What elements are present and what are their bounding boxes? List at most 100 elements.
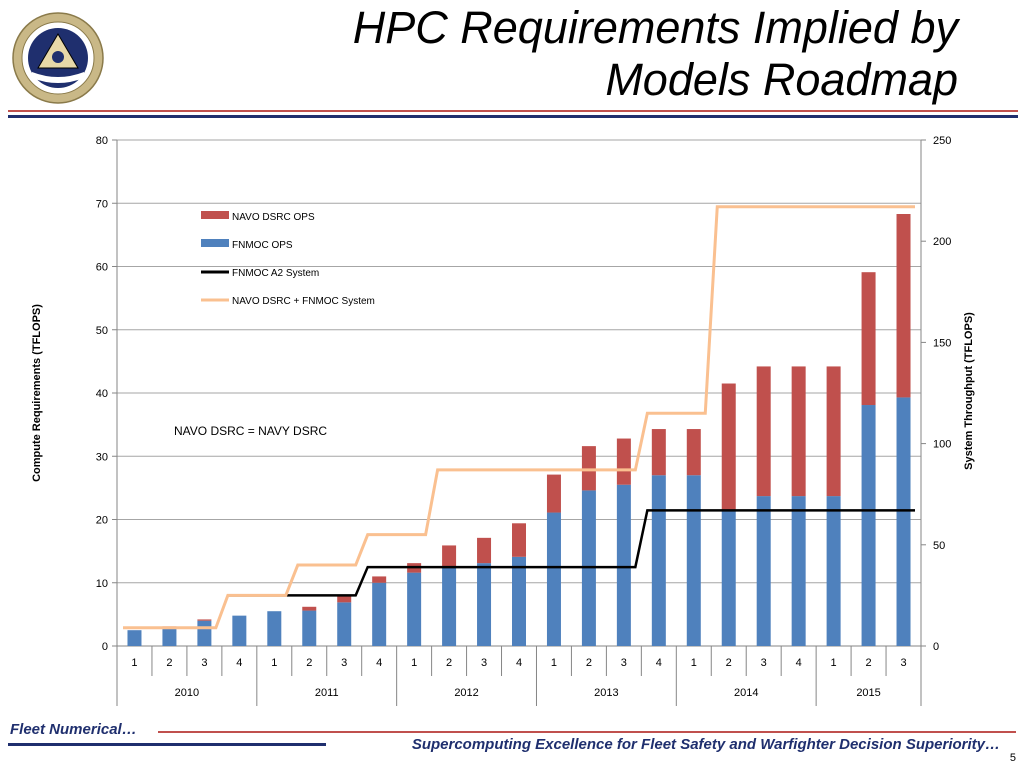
- x-tick-label: 1: [551, 657, 557, 669]
- line-navo-dsrc-fnmoc-system: [123, 205, 915, 630]
- x-tick-label: 1: [411, 657, 417, 669]
- bar-navo-dsrc-ops: [442, 545, 457, 568]
- bar-navo-dsrc-ops: [791, 366, 806, 497]
- legend-navo-dsrc-ops-swatch: [201, 211, 229, 219]
- x-tick-label: 3: [481, 657, 487, 669]
- seal-logo: [12, 12, 104, 104]
- x-tick-label: 2: [586, 657, 592, 669]
- y2-tick-label: 250: [933, 135, 951, 147]
- y2-tick-label: 200: [933, 236, 951, 248]
- y2-tick-label: 0: [933, 641, 939, 653]
- bar-fnmoc-ops: [686, 475, 701, 646]
- legend-fnmoc-ops-swatch: [201, 239, 229, 247]
- x-tick-label: 3: [761, 657, 767, 669]
- y-tick-label: 60: [96, 262, 108, 274]
- x-tick-label: 2: [446, 657, 452, 669]
- y-tick-label: 80: [96, 135, 108, 147]
- x-tick-label: 2: [866, 657, 872, 669]
- x-tick-label: 3: [341, 657, 347, 669]
- bar-fnmoc-ops: [756, 496, 771, 646]
- bar-fnmoc-ops: [512, 556, 526, 646]
- bar-navo-dsrc-ops: [826, 366, 841, 497]
- x-tick-label: 1: [831, 657, 837, 669]
- bar-fnmoc-ops: [721, 510, 736, 646]
- bar-navo-dsrc-ops: [861, 272, 876, 406]
- bar-navo-dsrc-ops: [651, 429, 666, 476]
- x-tick-label: 1: [691, 657, 697, 669]
- y-tick-label: 70: [96, 198, 108, 210]
- bar-navo-dsrc-ops: [302, 606, 317, 611]
- title-line-1: HPC Requirements Implied by: [352, 2, 958, 53]
- y2-tick-label: 150: [933, 337, 951, 349]
- bar-navo-dsrc-ops: [477, 537, 492, 564]
- bar-navo-dsrc-ops: [546, 474, 561, 513]
- y-tick-label: 50: [96, 325, 108, 337]
- legend-navo-dsrc-ops-label: NAVO DSRC OPS: [232, 212, 315, 223]
- bar-fnmoc-ops: [302, 610, 317, 646]
- footer-divider-red: [158, 731, 1016, 733]
- bar-fnmoc-ops: [372, 582, 387, 646]
- y-tick-label: 30: [96, 451, 108, 463]
- x-tick-label: 2: [166, 657, 172, 669]
- line-fnmoc-a2-system: [227, 509, 915, 597]
- year-label: 2012: [454, 687, 478, 699]
- y-tick-label: 0: [102, 641, 108, 653]
- y2-tick-label: 100: [933, 439, 951, 451]
- bar-fnmoc-ops: [337, 602, 352, 646]
- footer-divider-navy: [8, 743, 326, 746]
- bar-navo-dsrc-ops: [721, 383, 736, 511]
- bar-fnmoc-ops: [861, 405, 876, 646]
- x-tick-label: 4: [376, 657, 382, 669]
- x-tick-label: 4: [236, 657, 242, 669]
- y-tick-label: 10: [96, 578, 108, 590]
- bar-fnmoc-ops: [407, 572, 422, 646]
- x-tick-label: 1: [271, 657, 277, 669]
- y-tick-label: 20: [96, 515, 108, 527]
- legend-fnmoc-a2-system-label: FNMOC A2 System: [232, 268, 319, 279]
- year-label: 2015: [856, 687, 880, 699]
- bar-fnmoc-ops: [896, 397, 911, 646]
- title-divider-navy: [8, 115, 1018, 118]
- y-axis-title: Compute Requirements (TFLOPS): [31, 304, 43, 482]
- year-label: 2013: [594, 687, 618, 699]
- bar-navo-dsrc-ops: [337, 596, 352, 603]
- title-divider-red: [8, 110, 1018, 112]
- bar-fnmoc-ops: [826, 496, 841, 646]
- y2-axis-title: System Throughput (TFLOPS): [963, 312, 975, 470]
- bar-fnmoc-ops: [232, 615, 247, 646]
- x-tick-label: 4: [656, 657, 662, 669]
- year-label: 2014: [734, 687, 758, 699]
- slide-title: HPC Requirements Implied by Models Roadm…: [198, 2, 958, 106]
- x-tick-label: 1: [131, 657, 137, 669]
- bar-fnmoc-ops: [791, 496, 806, 646]
- bar-fnmoc-ops: [442, 567, 457, 646]
- bar-fnmoc-ops: [267, 611, 282, 646]
- y-tick-label: 40: [96, 388, 108, 400]
- x-tick-label: 2: [306, 657, 312, 669]
- x-tick-label: 2: [726, 657, 732, 669]
- page-number: 5: [1009, 752, 1016, 764]
- title-line-2: Models Roadmap: [605, 54, 958, 105]
- bar-navo-dsrc-ops: [581, 446, 596, 491]
- bar-fnmoc-ops: [616, 484, 631, 646]
- bar-navo-dsrc-ops: [372, 576, 387, 583]
- footer-org-name: Fleet Numerical…: [10, 721, 137, 738]
- x-tick-label: 4: [796, 657, 802, 669]
- x-tick-label: 3: [621, 657, 627, 669]
- legend-navo-dsrc-fnmoc-system-label: NAVO DSRC + FNMOC System: [232, 296, 375, 307]
- bar-fnmoc-ops: [197, 620, 212, 646]
- year-label: 2011: [315, 687, 339, 699]
- bar-fnmoc-ops: [651, 475, 666, 646]
- x-tick-label: 3: [201, 657, 207, 669]
- chart-annotation: NAVO DSRC = NAVY DSRC: [174, 424, 327, 438]
- year-label: 2010: [175, 687, 199, 699]
- bar-fnmoc-ops: [477, 563, 492, 646]
- x-tick-label: 3: [900, 657, 906, 669]
- footer-tagline: Supercomputing Excellence for Fleet Safe…: [411, 736, 1000, 753]
- bar-navo-dsrc-ops: [616, 438, 631, 485]
- bar-fnmoc-ops: [127, 630, 142, 646]
- x-tick-label: 4: [516, 657, 522, 669]
- y2-tick-label: 50: [933, 540, 945, 552]
- bar-navo-dsrc-ops: [896, 214, 911, 398]
